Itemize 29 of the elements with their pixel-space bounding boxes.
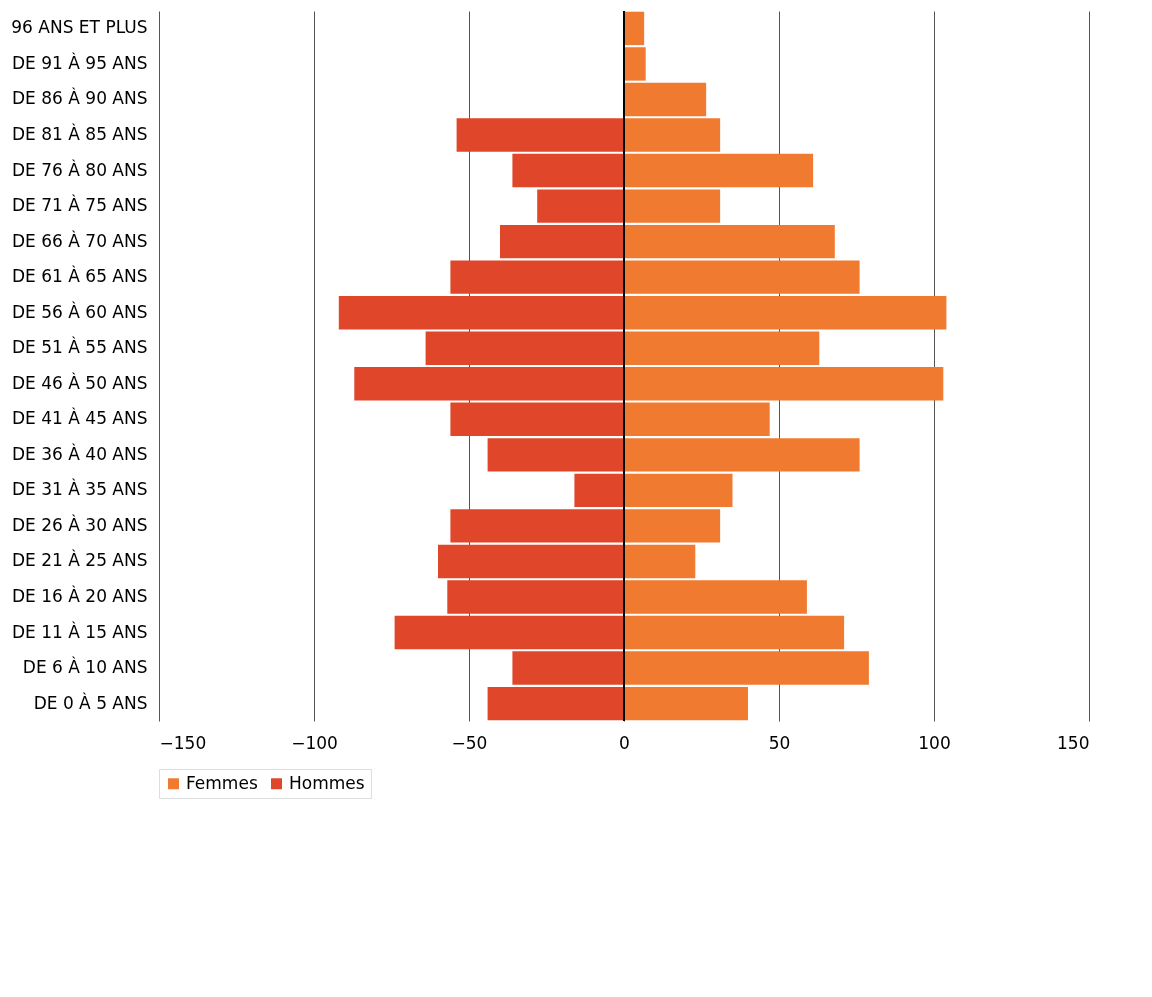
- y-tick-label: DE 76 À 80 ANS: [12, 158, 148, 180]
- x-tick-label: −150: [159, 732, 207, 753]
- y-tick-label: DE 16 À 20 ANS: [12, 584, 148, 606]
- y-tick-label: DE 71 À 75 ANS: [12, 194, 148, 216]
- y-tick-label: DE 66 À 70 ANS: [12, 229, 148, 251]
- legend-label: Hommes: [289, 772, 365, 793]
- y-tick-label: 96 ANS ET PLUS: [11, 17, 148, 38]
- y-tick-label: DE 0 À 5 ANS: [33, 691, 148, 713]
- x-tick-label: 0: [619, 732, 630, 753]
- y-tick-label: DE 41 À 45 ANS: [12, 407, 148, 429]
- y-tick-label: DE 91 À 95 ANS: [12, 51, 148, 73]
- y-tick-label: DE 26 À 30 ANS: [12, 513, 148, 535]
- y-tick-label: DE 51 À 55 ANS: [12, 336, 148, 358]
- y-tick-label: DE 86 À 90 ANS: [12, 87, 148, 109]
- y-tick-label: DE 11 À 15 ANS: [12, 620, 148, 642]
- y-tick-label: DE 81 À 85 ANS: [12, 123, 148, 145]
- x-tick-label: −50: [451, 732, 488, 753]
- legend-label: Femmes: [186, 772, 258, 793]
- y-tick-label: DE 6 À 10 ANS: [22, 656, 148, 678]
- x-tick-label: −100: [291, 732, 338, 753]
- y-tick-label: DE 56 À 60 ANS: [12, 300, 148, 322]
- y-tick-label: DE 21 À 25 ANS: [12, 549, 148, 571]
- x-tick-label: 150: [1057, 732, 1090, 753]
- y-tick-label: DE 31 À 35 ANS: [12, 478, 148, 500]
- y-tick-label: DE 36 À 40 ANS: [12, 442, 148, 464]
- x-tick-label: 100: [918, 732, 951, 753]
- x-tick-label: 50: [768, 732, 791, 753]
- y-tick-label: DE 46 À 50 ANS: [12, 371, 148, 393]
- y-tick-label: DE 61 À 65 ANS: [12, 265, 148, 287]
